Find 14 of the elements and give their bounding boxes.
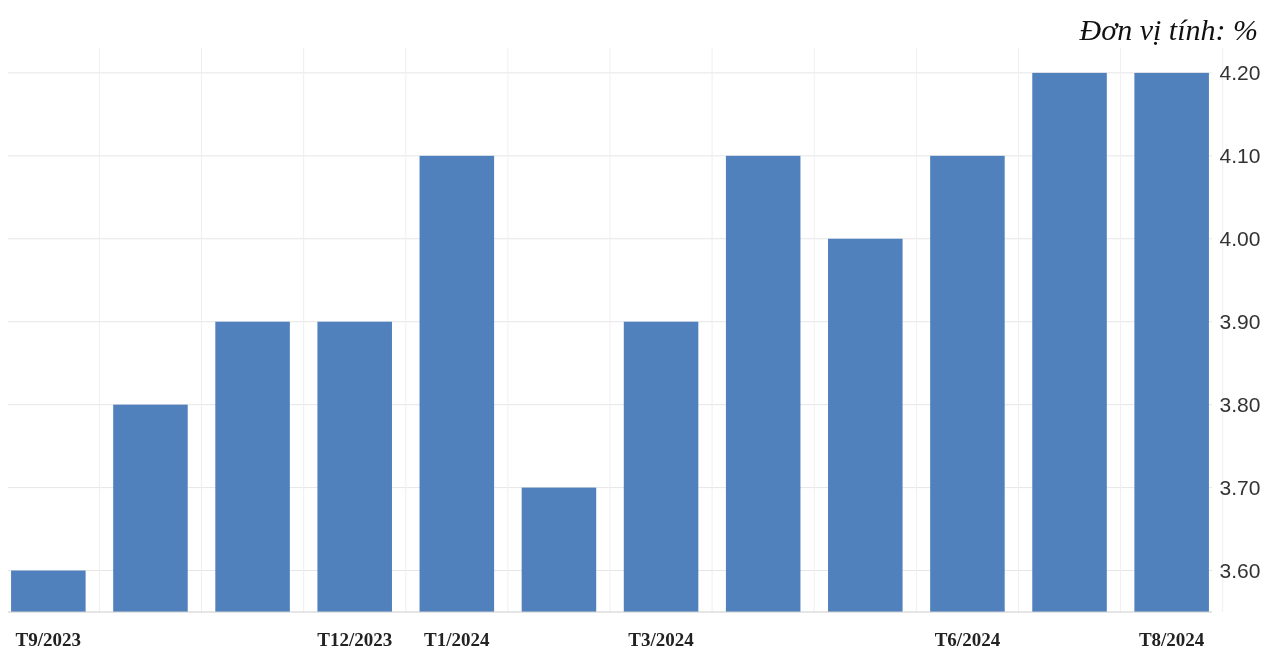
- y-tick-label: 4.20: [1219, 61, 1261, 85]
- y-tick-label: 4.10: [1219, 144, 1261, 168]
- x-tick-label: T8/2024: [1138, 629, 1205, 650]
- text: Đơn vị tính: %: [1078, 13, 1258, 46]
- y-tick-label: 3.70: [1219, 475, 1261, 499]
- x-tick-label: T3/2024: [628, 629, 695, 650]
- y-tick-label: 3.90: [1219, 310, 1261, 334]
- x-tick-label: T12/2023: [317, 629, 393, 650]
- x-tick-label: T6/2024: [934, 629, 1001, 650]
- y-tick-label: 3.80: [1219, 393, 1261, 416]
- x-tick-label: T9/2023: [15, 629, 82, 650]
- y-tick-label: 4.00: [1219, 227, 1261, 251]
- x-tick-label: T1/2024: [424, 629, 491, 650]
- y-tick-label: 3.60: [1219, 558, 1261, 582]
